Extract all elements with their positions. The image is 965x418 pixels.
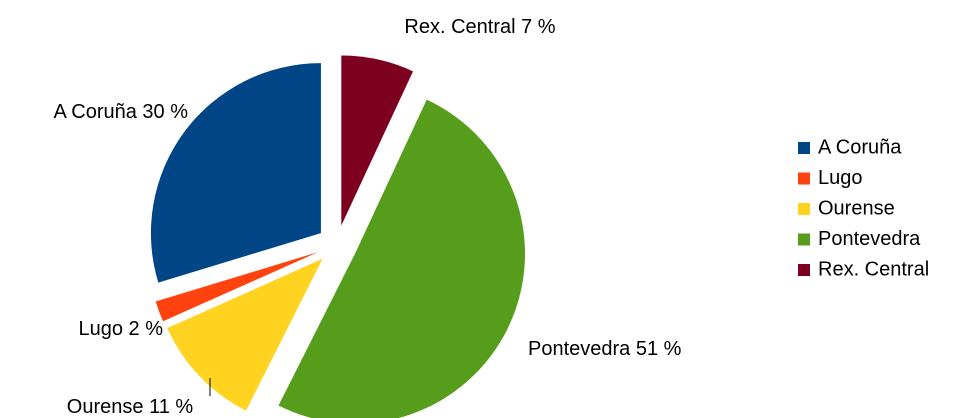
legend-label: Pontevedra xyxy=(818,228,921,250)
legend-label: Lugo xyxy=(818,167,863,189)
legend-label: A Coruña xyxy=(818,136,902,158)
slice-label: Rex. Central 7 % xyxy=(404,16,555,38)
legend-swatch xyxy=(798,233,810,246)
label-category: A Coruña xyxy=(53,101,137,123)
label-category: Rex. Central xyxy=(404,16,515,38)
legend-swatch xyxy=(798,142,810,154)
label-value: 51 % xyxy=(636,338,682,360)
label-value: 7 % xyxy=(521,16,556,38)
slice-label: Ourense 11 % xyxy=(67,396,194,418)
pie-slice xyxy=(278,99,525,418)
pie-slice xyxy=(341,55,414,226)
label-category: Pontevedra xyxy=(528,338,631,360)
pie-slice xyxy=(167,258,323,411)
label-category: Lugo xyxy=(78,318,123,340)
slice-label: Lugo 2 % xyxy=(78,318,163,340)
pie-slice xyxy=(155,252,319,322)
legend-swatch xyxy=(798,172,810,185)
legend-swatch xyxy=(798,264,810,276)
label-value: 30 % xyxy=(142,101,188,123)
label-value: 11 % xyxy=(149,396,193,418)
label-category: Ourense xyxy=(67,396,144,418)
label-value: 2 % xyxy=(129,318,164,340)
legend-label: Rex. Central xyxy=(818,258,929,280)
legend-swatch xyxy=(798,203,810,215)
slice-label: Pontevedra 51 % xyxy=(528,338,682,360)
legend-label: Ourense xyxy=(818,197,895,219)
pie-slice xyxy=(150,63,321,283)
slice-label: A Coruña 30 % xyxy=(53,101,188,123)
